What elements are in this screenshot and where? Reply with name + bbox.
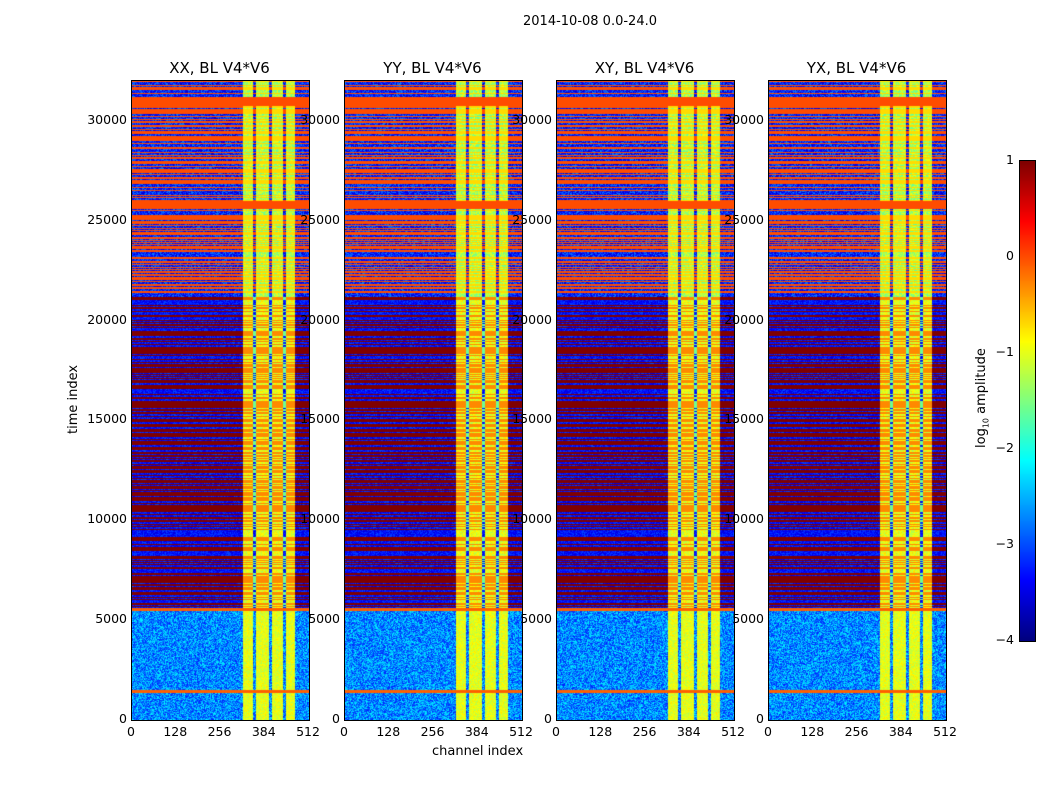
y-tick-label: 0 <box>756 711 764 726</box>
heatmap-image <box>345 81 522 720</box>
y-tick-label: 15000 <box>300 411 340 427</box>
x-tick-label: 128 <box>376 724 401 739</box>
colorbar-tick-label: 0 <box>1006 248 1014 263</box>
heatmap-panel <box>768 80 947 721</box>
y-tick-label: 20000 <box>724 311 764 327</box>
colorbar-tick-label: −4 <box>995 632 1014 647</box>
y-tick-label: 10000 <box>300 511 340 527</box>
colorbar <box>1019 160 1036 642</box>
colorbar-tick-label: −3 <box>995 536 1014 551</box>
y-tick-label: 15000 <box>512 411 552 427</box>
x-tick-label: 256 <box>207 724 232 739</box>
figure-title: 2014-10-08 0.0-24.0 <box>523 14 657 29</box>
x-tick-label: 384 <box>888 724 913 739</box>
x-tick-label: 128 <box>800 724 825 739</box>
x-tick-label: 512 <box>509 724 533 739</box>
y-tick-label: 15000 <box>87 411 127 427</box>
y-tick-label: 5000 <box>520 611 552 627</box>
x-tick-label: 256 <box>632 724 657 739</box>
colorbar-tick-label: 1 <box>1006 152 1014 167</box>
colorbar-label: log10 amplitude <box>974 348 991 448</box>
heatmap-image <box>132 81 309 720</box>
colorbar-tick-label: −1 <box>995 344 1014 359</box>
x-tick-label: 384 <box>464 724 489 739</box>
y-tick-label: 20000 <box>87 311 127 327</box>
y-tick-label: 0 <box>544 711 552 726</box>
x-tick-label: 384 <box>251 724 276 739</box>
y-tick-label: 15000 <box>724 411 764 427</box>
y-tick-label: 20000 <box>300 311 340 327</box>
y-tick-label: 30000 <box>87 111 127 127</box>
y-tick-label: 20000 <box>512 311 552 327</box>
y-tick-label: 10000 <box>87 511 127 527</box>
y-tick-label: 30000 <box>300 111 340 127</box>
x-tick-label: 512 <box>933 724 957 739</box>
x-tick-label: 0 <box>552 724 560 739</box>
x-tick-label: 0 <box>127 724 135 739</box>
heatmap-image <box>769 81 946 720</box>
x-tick-label: 512 <box>296 724 320 739</box>
y-tick-label: 25000 <box>512 211 552 227</box>
heatmap-panel <box>131 80 310 721</box>
y-tick-label: 30000 <box>724 111 764 127</box>
y-tick-label: 5000 <box>95 611 127 627</box>
heatmap-panel <box>344 80 523 721</box>
y-tick-label: 5000 <box>308 611 340 627</box>
y-tick-label: 25000 <box>87 211 127 227</box>
panel-title: YX, BL V4*V6 <box>806 59 907 77</box>
x-tick-label: 512 <box>721 724 745 739</box>
y-tick-label: 30000 <box>512 111 552 127</box>
heatmap-panel <box>556 80 735 721</box>
x-axis-label: channel index <box>432 744 524 759</box>
y-tick-label: 25000 <box>300 211 340 227</box>
x-tick-label: 384 <box>676 724 701 739</box>
heatmap-image <box>557 81 734 720</box>
x-tick-label: 256 <box>844 724 869 739</box>
y-tick-label: 0 <box>119 711 127 726</box>
x-tick-label: 0 <box>764 724 772 739</box>
y-tick-label: 25000 <box>724 211 764 227</box>
y-tick-label: 10000 <box>512 511 552 527</box>
x-tick-label: 0 <box>340 724 348 739</box>
x-tick-label: 128 <box>163 724 188 739</box>
y-tick-label: 5000 <box>732 611 764 627</box>
y-tick-label: 0 <box>332 711 340 726</box>
x-tick-label: 128 <box>588 724 613 739</box>
colorbar-tick-label: −2 <box>995 440 1014 455</box>
y-tick-label: 10000 <box>724 511 764 527</box>
x-tick-label: 256 <box>420 724 445 739</box>
panel-title: XY, BL V4*V6 <box>594 59 695 77</box>
panel-title: YY, BL V4*V6 <box>383 59 482 77</box>
panel-title: XX, BL V4*V6 <box>169 59 270 77</box>
